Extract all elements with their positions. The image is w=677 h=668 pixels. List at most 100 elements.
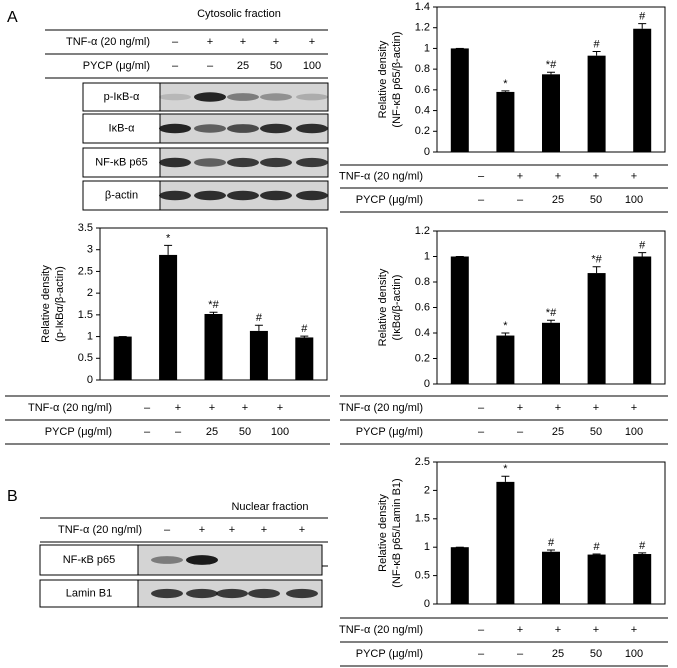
- blot-band: [186, 555, 218, 565]
- table-cell: +: [517, 624, 523, 636]
- blot-band: [186, 588, 218, 599]
- table-cell: –: [517, 648, 524, 660]
- blot-image: [137, 544, 323, 576]
- blot-band: [159, 190, 191, 201]
- table-cell: 25: [206, 426, 218, 438]
- table-cell: 50: [590, 648, 602, 660]
- table-cell: –: [478, 648, 485, 660]
- y-tick-label: 0.4: [415, 104, 430, 116]
- error-bar: [547, 549, 555, 552]
- bar: [450, 547, 469, 604]
- error-bar: [209, 311, 218, 314]
- blot-band: [296, 157, 328, 168]
- table-cell: +: [229, 524, 235, 536]
- significance-mark: #: [639, 240, 646, 252]
- table-cell: +: [209, 402, 215, 414]
- row-label: TNF-α (20 ng/ml): [66, 36, 150, 48]
- blot-band: [159, 157, 191, 168]
- y-tick-label: 2: [87, 287, 93, 299]
- row-label: PYCP (μg/ml): [356, 194, 423, 206]
- blot-band: [260, 157, 292, 168]
- bar: [542, 74, 560, 152]
- row-label: TNF-α (20 ng/ml): [339, 170, 423, 182]
- table-cell: 100: [271, 426, 289, 438]
- y-tick-label: 1: [424, 250, 430, 262]
- y-tick-label: 2.5: [78, 265, 93, 277]
- error-bar: [638, 23, 647, 29]
- error-bar: [638, 252, 647, 257]
- panel-label: B: [7, 488, 18, 505]
- blot-label: p-IκB-α: [104, 91, 140, 103]
- blot-band: [194, 190, 226, 201]
- blot-band: [194, 92, 226, 102]
- y-axis-label: (p-IκBα/β-actin): [54, 266, 66, 342]
- table-cell: +: [555, 170, 561, 182]
- row-label: PYCP (μg/ml): [45, 426, 112, 438]
- table-cell: –: [172, 36, 179, 48]
- table-cell: –: [478, 402, 485, 414]
- y-tick-label: 0: [424, 598, 430, 610]
- error-bar: [638, 552, 647, 555]
- error-bar: [300, 335, 309, 338]
- y-tick-label: 0.4: [415, 327, 430, 339]
- table-cell: +: [309, 36, 315, 48]
- significance-mark: #: [301, 323, 308, 335]
- table-cell: 25: [552, 426, 564, 438]
- table-cell: –: [207, 60, 214, 72]
- y-tick-label: 0: [424, 146, 430, 158]
- blot-band: [296, 190, 328, 201]
- panel-label: A: [7, 9, 18, 26]
- bar: [542, 322, 560, 384]
- table-cell: +: [242, 402, 248, 414]
- y-tick-label: 3.5: [78, 222, 93, 234]
- table-cell: 100: [303, 60, 321, 72]
- error-bar: [592, 553, 601, 555]
- bar: [450, 256, 469, 384]
- y-tick-label: 1.2: [415, 22, 430, 34]
- table-cell: –: [478, 426, 485, 438]
- blot-label-box: [39, 579, 139, 608]
- table-cell: –: [172, 60, 179, 72]
- bar: [542, 551, 560, 604]
- table-cell: 100: [625, 648, 643, 660]
- significance-mark: *#: [591, 254, 602, 266]
- y-axis-label: Relative density: [40, 265, 52, 343]
- y-tick-label: 1.5: [415, 513, 430, 525]
- fraction-title: Nuclear fraction: [231, 501, 308, 513]
- table-cell: +: [207, 36, 213, 48]
- table-cell: +: [593, 402, 599, 414]
- error-bar: [592, 51, 601, 56]
- table-cell: 50: [270, 60, 282, 72]
- blot-band: [260, 123, 292, 134]
- table-cell: +: [593, 624, 599, 636]
- y-tick-label: 2: [424, 484, 430, 496]
- table-cell: 50: [590, 194, 602, 206]
- y-tick-label: 0.5: [78, 352, 93, 364]
- y-tick-label: 0.2: [415, 125, 430, 137]
- error-bar: [547, 71, 555, 75]
- blot-band: [286, 588, 318, 599]
- table-cell: +: [273, 36, 279, 48]
- bar: [249, 330, 268, 380]
- y-tick-label: 0.8: [415, 276, 430, 288]
- blot-band: [296, 123, 328, 134]
- y-tick-label: 1: [87, 330, 93, 342]
- blot-band: [151, 588, 183, 599]
- y-tick-label: 0.6: [415, 84, 430, 96]
- significance-mark: *: [503, 78, 508, 90]
- error-bar: [501, 475, 510, 482]
- table-cell: –: [164, 524, 171, 536]
- table-cell: 25: [237, 60, 249, 72]
- row-label: TNF-α (20 ng/ml): [339, 402, 423, 414]
- bar: [295, 337, 314, 380]
- table-cell: 100: [625, 426, 643, 438]
- table-cell: 50: [239, 426, 251, 438]
- bar: [633, 554, 652, 604]
- blot-band: [159, 93, 191, 101]
- table-cell: +: [199, 524, 205, 536]
- table-cell: –: [175, 426, 182, 438]
- blot-label-box: [82, 147, 161, 178]
- blot-label: IκB-α: [109, 122, 136, 134]
- blot-band: [194, 158, 226, 167]
